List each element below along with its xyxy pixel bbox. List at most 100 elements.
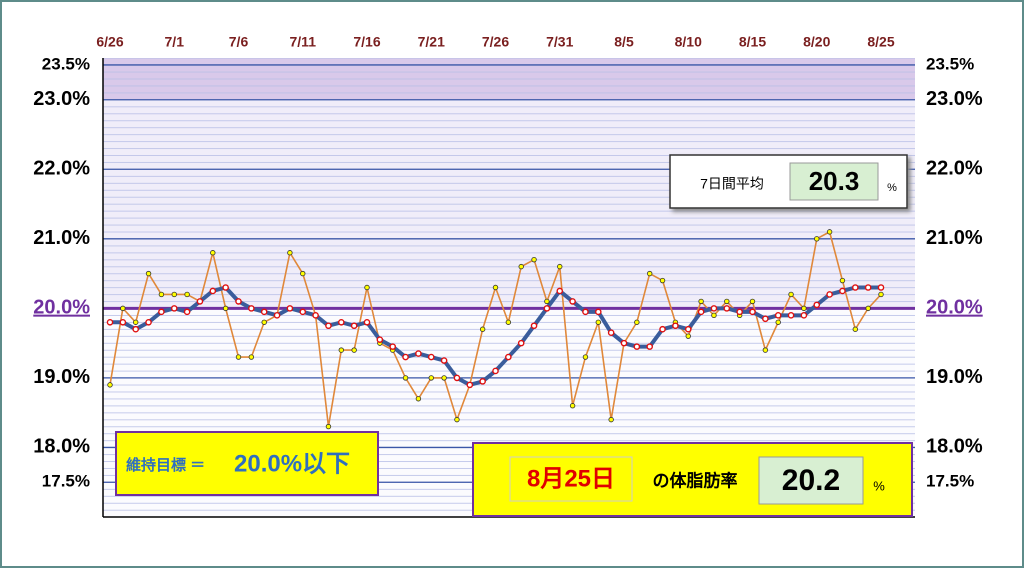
data-point: [788, 291, 794, 298]
goal-label: 維持目標 ＝: [126, 456, 205, 474]
data-point: [363, 318, 371, 326]
data-point: [119, 318, 127, 326]
data-point: [736, 308, 743, 316]
date-box: [509, 456, 633, 502]
y-tick-label: 22.0%: [33, 158, 90, 180]
data-point: [170, 305, 178, 312]
data-point: [877, 284, 885, 291]
avg-box: 7日間平均 20.3 %: [669, 154, 908, 209]
data-point: [787, 312, 795, 319]
data-point: [338, 347, 344, 353]
data-point: [620, 339, 628, 347]
data-point: [222, 305, 229, 312]
data-point: [582, 354, 589, 360]
x-tick-label: 8/25: [867, 34, 894, 50]
data-point: [697, 308, 705, 316]
avg-unit: %: [887, 182, 897, 194]
data-point: [158, 308, 165, 316]
data-point: [724, 298, 730, 305]
data-point: [647, 270, 653, 277]
data-point: [865, 305, 871, 312]
data-point: [749, 308, 756, 316]
data-point: [607, 329, 615, 337]
data-point: [762, 347, 769, 353]
data-point: [595, 308, 602, 316]
data-point: [184, 291, 190, 298]
data-point: [633, 343, 641, 350]
x-tick-label: 8/15: [739, 34, 766, 50]
data-point: [864, 284, 872, 291]
data-point: [158, 291, 165, 298]
data-point: [710, 305, 718, 312]
x-tick-label: 8/10: [675, 34, 702, 50]
data-point: [196, 298, 204, 305]
data-point: [492, 284, 499, 291]
avg-label: 7日間平均: [700, 176, 764, 192]
data-point: [685, 333, 691, 339]
y-tick-label: 18.0%: [33, 436, 90, 458]
data-point: [530, 322, 538, 330]
data-point: [569, 298, 576, 305]
avg-value: 20.3: [809, 166, 860, 196]
data-point: [389, 343, 397, 350]
latest-label: の体脂肪率: [653, 470, 738, 490]
data-point: [826, 291, 833, 298]
data-point: [531, 256, 537, 263]
data-point: [826, 229, 833, 235]
data-point: [364, 284, 370, 291]
data-point: [402, 353, 409, 361]
data-point: [287, 250, 293, 256]
data-point: [775, 319, 781, 325]
goal-box: 維持目標 ＝ 20.0%以下: [115, 431, 379, 496]
y-tick-label: 23.5%: [42, 54, 90, 73]
data-point: [441, 375, 447, 381]
data-point: [659, 325, 666, 333]
data-point: [106, 318, 114, 326]
y2-tick-label: 23.5%: [926, 54, 974, 73]
y-tick-label: 21.0%: [33, 227, 90, 249]
data-point: [402, 375, 409, 381]
goal-value: 20.0%以下: [234, 450, 350, 477]
data-point: [518, 263, 524, 270]
data-point: [801, 305, 807, 312]
data-point: [337, 318, 345, 326]
data-point: [300, 270, 306, 277]
data-point: [878, 291, 884, 298]
data-point: [659, 277, 666, 284]
avg-value-box: [789, 162, 879, 201]
data-point: [107, 382, 113, 388]
data-point: [428, 375, 434, 381]
y2-tick-label: 17.5%: [926, 472, 974, 491]
data-point: [774, 312, 782, 319]
y2-tick-label: 21.0%: [926, 227, 983, 249]
x-tick-label: 7/6: [229, 34, 249, 50]
data-point: [171, 291, 177, 298]
y2-tick-label: 19.0%: [926, 366, 983, 388]
data-point: [557, 263, 563, 270]
data-point: [454, 416, 460, 423]
data-point: [286, 305, 294, 312]
data-point: [210, 250, 216, 256]
data-point: [222, 284, 229, 291]
data-point: [325, 322, 332, 330]
data-point: [569, 403, 576, 409]
x-tick-label: 6/26: [96, 34, 123, 50]
y-tick-label: 20.0%: [33, 297, 90, 319]
data-point: [427, 353, 435, 361]
latest-unit: %: [873, 478, 885, 493]
x-tick-label: 7/31: [546, 34, 573, 50]
data-point: [415, 396, 422, 402]
x-tick-label: 7/26: [482, 34, 509, 50]
data-point: [312, 312, 319, 319]
data-point: [634, 319, 640, 325]
data-point: [517, 339, 525, 347]
data-point: [260, 308, 268, 316]
data-point: [582, 308, 589, 316]
data-point: [814, 236, 820, 242]
data-point: [351, 347, 357, 353]
y-tick-label: 17.5%: [42, 472, 90, 491]
data-point: [350, 322, 358, 330]
y-tick-label: 23.0%: [33, 88, 90, 110]
data-point: [672, 322, 679, 330]
